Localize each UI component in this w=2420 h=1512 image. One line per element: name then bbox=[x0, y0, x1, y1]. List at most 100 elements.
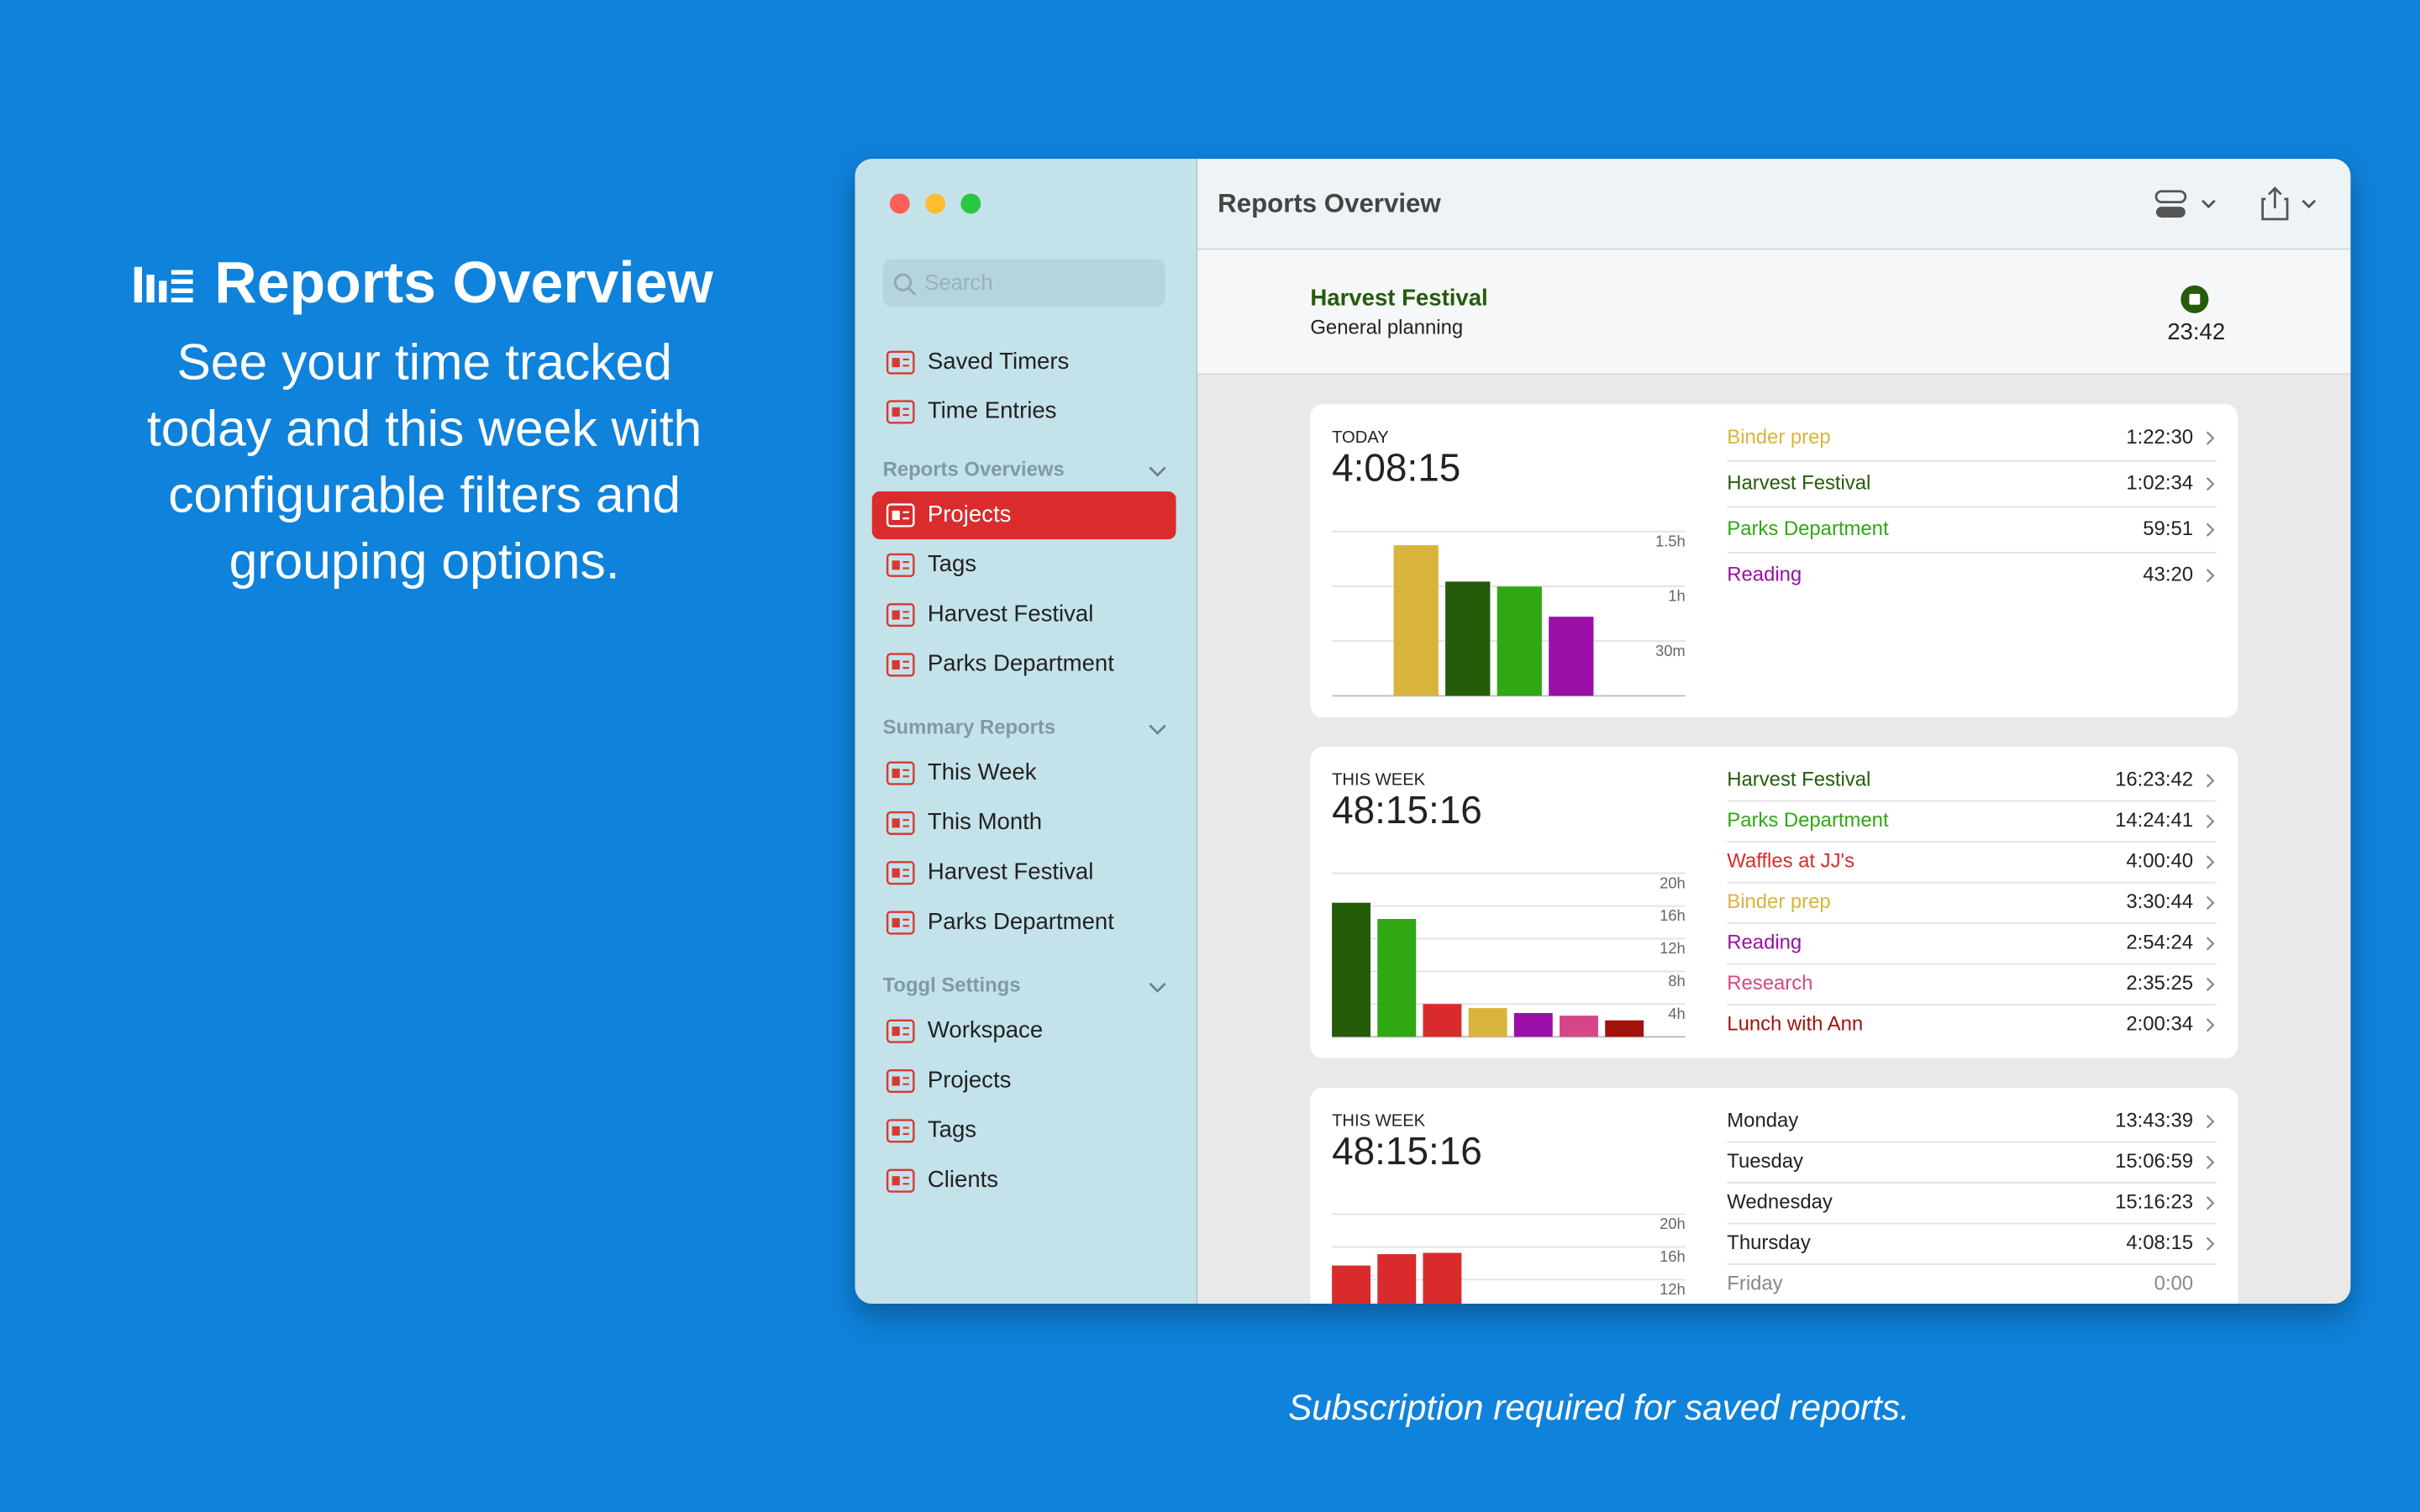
row-value: 2:00:34 bbox=[2126, 1013, 2193, 1036]
sidebar-item[interactable]: Workspace bbox=[928, 1016, 1043, 1042]
sidebar-item[interactable]: Clients bbox=[928, 1166, 998, 1192]
row-chevron bbox=[2206, 1155, 2215, 1169]
row-value: 4:00:40 bbox=[2126, 850, 2193, 873]
zoom-button[interactable] bbox=[960, 193, 981, 214]
sidebar-item[interactable]: Harvest Festival bbox=[928, 600, 1093, 626]
promo-description: See your time tracked bbox=[176, 333, 672, 390]
sidebar-item[interactable]: Parks Department bbox=[928, 650, 1114, 676]
row-value: 1:22:30 bbox=[2126, 426, 2193, 449]
row-name[interactable]: Binder prep bbox=[1727, 426, 1830, 449]
timer-elapsed: 23:42 bbox=[2167, 318, 2225, 344]
y-tick-label: 20h bbox=[1660, 1215, 1686, 1232]
row-name[interactable]: Friday bbox=[1727, 1273, 1782, 1295]
report-card bbox=[1310, 746, 2238, 1058]
row-value: 3:30:44 bbox=[2126, 890, 2193, 913]
item-icon bbox=[886, 603, 915, 627]
share-button[interactable] bbox=[2261, 186, 2317, 221]
row-value: 1:02:34 bbox=[2126, 471, 2193, 494]
item-icon bbox=[892, 769, 900, 779]
row-name[interactable]: Waffles at JJ's bbox=[1727, 850, 1854, 873]
row-value: 15:16:23 bbox=[2115, 1191, 2193, 1214]
row-name[interactable]: Harvest Festival bbox=[1727, 471, 1870, 494]
bar bbox=[1423, 1004, 1462, 1037]
minimize-button[interactable] bbox=[925, 193, 945, 214]
row-name[interactable]: Tuesday bbox=[1727, 1150, 1803, 1173]
separator bbox=[1197, 248, 2351, 250]
sidebar-item[interactable]: Harvest Festival bbox=[928, 858, 1093, 885]
section-header: Reports Overviews bbox=[883, 459, 1065, 481]
item-icon bbox=[886, 1068, 915, 1094]
timer-description: General planning bbox=[1310, 317, 1463, 339]
sidebar-item[interactable]: Tags bbox=[928, 550, 976, 576]
search-field[interactable] bbox=[882, 259, 1165, 307]
item-icon bbox=[892, 918, 900, 928]
bar bbox=[1497, 586, 1542, 696]
promo-title: Reports Overview bbox=[214, 249, 713, 315]
row-name[interactable]: Harvest Festival bbox=[1727, 769, 1870, 791]
row-name[interactable]: Monday bbox=[1727, 1110, 1798, 1132]
separator bbox=[1197, 373, 2351, 375]
promo-icon bbox=[134, 266, 193, 302]
item-icon bbox=[886, 1168, 915, 1193]
card-total: 4:08:15 bbox=[1332, 445, 1460, 489]
item-icon bbox=[892, 407, 900, 417]
view-toggle[interactable] bbox=[2154, 190, 2216, 218]
item-icon bbox=[886, 811, 915, 835]
search-icon bbox=[893, 273, 913, 291]
row-value: 13:43:39 bbox=[2115, 1110, 2193, 1132]
sidebar-divider bbox=[1196, 159, 1198, 1305]
sidebar-item[interactable]: Parks Department bbox=[928, 908, 1114, 934]
bar bbox=[1393, 545, 1439, 696]
close-button[interactable] bbox=[889, 193, 910, 214]
promo-description: today and this week with bbox=[147, 399, 702, 456]
sidebar-item[interactable]: Projects bbox=[928, 501, 1012, 527]
row-chevron bbox=[2206, 1115, 2215, 1129]
row-value: 14:24:41 bbox=[2115, 809, 2193, 832]
row-chevron bbox=[2206, 431, 2215, 445]
stop-icon bbox=[2189, 293, 2201, 305]
sidebar-item[interactable]: This Week bbox=[928, 759, 1037, 785]
sidebar-item[interactable]: Tags bbox=[928, 1116, 976, 1142]
row-name[interactable]: Binder prep bbox=[1727, 890, 1830, 913]
toolbar bbox=[1197, 159, 2351, 250]
sidebar-item[interactable]: This Month bbox=[928, 808, 1042, 834]
row-name[interactable]: Parks Department bbox=[1727, 517, 1889, 540]
row-name[interactable]: Reading bbox=[1727, 932, 1802, 954]
row-chevron bbox=[2206, 855, 2215, 869]
card-label: THIS WEEK bbox=[1332, 1112, 1426, 1131]
sidebar-item: Time Entries bbox=[928, 397, 1057, 423]
item-icon bbox=[886, 1119, 915, 1143]
report-card bbox=[1310, 1087, 2238, 1305]
timer-project: Harvest Festival bbox=[1310, 285, 1487, 311]
report-card bbox=[1310, 404, 2238, 718]
bar bbox=[1549, 617, 1594, 696]
y-tick-label: 4h bbox=[1668, 1005, 1685, 1022]
row-chevron bbox=[2206, 937, 2215, 951]
row-chevron bbox=[2206, 895, 2215, 910]
row-chevron bbox=[2206, 1196, 2215, 1210]
item-icon bbox=[892, 1026, 900, 1037]
item-icon bbox=[892, 818, 900, 828]
bar bbox=[1513, 1012, 1553, 1037]
row-name[interactable]: Wednesday bbox=[1727, 1191, 1833, 1214]
search-icon bbox=[908, 287, 917, 296]
y-tick-label: 1.5h bbox=[1655, 532, 1686, 549]
item-icon bbox=[892, 868, 900, 878]
selected-item bbox=[871, 491, 1176, 539]
row-name[interactable]: Reading bbox=[1727, 564, 1802, 586]
row-value: 2:54:24 bbox=[2126, 932, 2193, 954]
sidebar-item[interactable]: Projects bbox=[928, 1066, 1012, 1092]
item-icon bbox=[886, 861, 915, 885]
bar bbox=[1332, 1265, 1371, 1305]
item-icon bbox=[892, 1076, 900, 1086]
row-name[interactable]: Parks Department bbox=[1727, 809, 1889, 832]
item-icon bbox=[892, 610, 900, 620]
item-icon bbox=[892, 659, 900, 669]
row-name[interactable]: Thursday bbox=[1727, 1231, 1811, 1254]
row-name[interactable]: Lunch with Ann bbox=[1727, 1013, 1863, 1036]
row-name[interactable]: Research bbox=[1727, 972, 1812, 995]
row-value: 0:00 bbox=[2154, 1273, 2193, 1295]
search-placeholder: Search bbox=[924, 271, 992, 295]
